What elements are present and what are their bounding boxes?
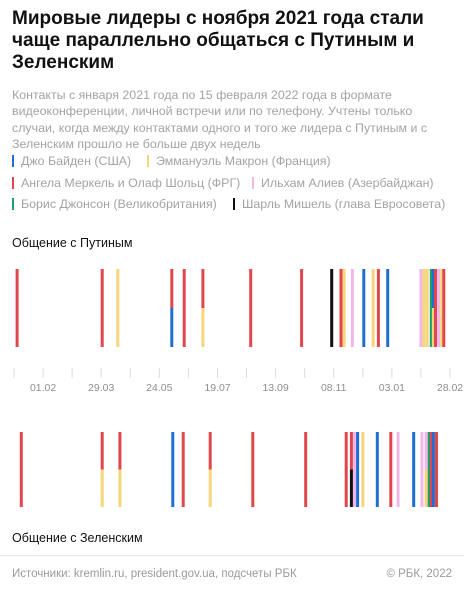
zelensky-bar-aliyev xyxy=(424,432,428,470)
x-tick-label: 19.07 xyxy=(204,382,230,394)
putin-bar-macron xyxy=(116,269,120,347)
putin-bar-germany xyxy=(300,269,304,347)
x-tick-label: 01.02 xyxy=(30,382,56,394)
x-tick-label: 03.01 xyxy=(379,382,405,394)
zelensky-bar-aliyev xyxy=(396,432,400,507)
putin-bar-macron xyxy=(422,269,426,347)
putin-bar-germany xyxy=(339,269,343,347)
putin-bar-germany xyxy=(376,269,380,347)
putin-bar-macron xyxy=(201,308,205,347)
legend-swatch-germany xyxy=(12,177,14,189)
legend-swatch-aliyev xyxy=(252,177,254,189)
legend-item-germany: Ангела Меркель и Олаф Шольц (ФРГ) xyxy=(12,176,240,190)
x-tick-label: 29.03 xyxy=(88,382,114,394)
legend-label: Борис Джонсон (Великобритания) xyxy=(21,197,217,211)
putin-bar-germany xyxy=(100,269,104,347)
zelensky-bar-macron xyxy=(100,469,104,507)
footer-divider xyxy=(0,555,464,556)
zelensky-bar-germany xyxy=(389,432,393,507)
zelensky-bar-biden xyxy=(356,432,360,507)
zelensky-bar-germany xyxy=(118,432,122,470)
putin-bar-germany xyxy=(442,269,446,347)
zelensky-bar-germany xyxy=(100,432,104,470)
putin-bar-biden xyxy=(362,269,366,347)
putin-bar-johnson xyxy=(429,269,433,347)
footer-source: Источники: kremlin.ru, president.gov.ua,… xyxy=(12,568,297,580)
putin-bar-germany xyxy=(434,269,437,347)
zelensky-bar-germany xyxy=(19,432,23,507)
putin-bar-macron xyxy=(371,269,375,347)
zelensky-bar-macron xyxy=(424,469,428,507)
zelensky-bar-germany xyxy=(344,432,348,507)
legend-item-macron: Эммануэль Макрон (Франция) xyxy=(147,154,331,168)
legend-item-johnson: Борис Джонсон (Великобритания) xyxy=(12,197,217,211)
zelensky-bar-aliyev xyxy=(353,432,356,507)
zelensky-bar-biden xyxy=(375,432,379,507)
putin-bar-macron xyxy=(431,308,435,347)
zelensky-bar-germany xyxy=(304,432,308,507)
zelensky-bar-macron xyxy=(361,432,365,507)
legend-swatch-macron xyxy=(147,155,149,167)
x-tick-label: 24.05 xyxy=(146,382,172,394)
zelensky-bar-biden xyxy=(412,432,416,507)
chart-title: Мировые лидеры с ноября 2021 года стали … xyxy=(12,8,424,73)
legend-swatch-biden xyxy=(12,155,14,167)
putin-bar-germany xyxy=(249,269,253,347)
legend-label: Эммануэль Макрон (Франция) xyxy=(156,154,331,168)
legend-label: Ильхам Алиев (Азербайджан) xyxy=(261,176,434,190)
section-label-putin: Общение с Путиным xyxy=(12,236,133,250)
putin-bar-germany xyxy=(182,269,186,347)
zelensky-bar-aliyev xyxy=(420,432,424,507)
putin-bar-macron xyxy=(342,269,346,347)
putin-bar-macron xyxy=(425,269,429,347)
legend-item-aliyev: Ильхам Алиев (Азербайджан) xyxy=(252,176,434,190)
putin-bar-germany xyxy=(170,269,174,308)
legend-swatch-johnson xyxy=(12,198,14,210)
legend-label: Ангела Меркель и Олаф Шольц (ФРГ) xyxy=(21,176,241,190)
putin-bar-aliyev xyxy=(437,269,441,347)
putin-bar-aliyev xyxy=(419,269,423,347)
x-tick-label: 28.02 xyxy=(437,382,463,394)
chart-subtitle: Контакты с января 2021 года по 15 феврал… xyxy=(12,88,428,152)
zelensky-bar-biden xyxy=(171,432,175,507)
putin-bar-germany xyxy=(201,269,205,308)
timeline-chart: 01.02 29.03 24.05 19.07 13.09 08.11 03.01 28.02 xyxy=(13,269,463,507)
zelensky-bar-biden xyxy=(431,432,435,507)
legend-item-biden: Джо Байден (США) xyxy=(12,154,131,168)
putin-bar-macron xyxy=(440,269,444,347)
zelensky-bar-michel xyxy=(349,469,353,507)
putin-bar-biden xyxy=(386,269,390,347)
putin-bar-biden xyxy=(431,269,435,308)
x-tick-label: 08.11 xyxy=(321,382,347,394)
putin-bar-aliyev xyxy=(350,269,354,347)
zelensky-bar-macron xyxy=(118,469,122,507)
legend-item-michel: Шарль Мишель (глава Евросовета) xyxy=(233,197,445,211)
zelensky-bar-germany xyxy=(435,432,438,507)
footer-copyright: © РБК, 2022 xyxy=(386,568,452,580)
legend-swatch-michel xyxy=(233,198,235,210)
legend-label: Джо Байден (США) xyxy=(21,154,132,168)
putin-bar-biden xyxy=(170,308,174,347)
putin-bar-michel xyxy=(330,269,334,347)
zelensky-bar-germany xyxy=(208,432,212,470)
zelensky-bar-germany xyxy=(181,432,185,507)
section-label-zelensky: Общение с Зеленским xyxy=(12,531,143,545)
putin-bar-germany xyxy=(15,269,19,347)
zelensky-bar-johnson xyxy=(427,432,431,507)
x-tick-label: 13.09 xyxy=(262,382,288,394)
zelensky-bar-germany xyxy=(251,432,255,507)
zelensky-bar-germany xyxy=(349,432,353,470)
legend-label: Шарль Мишель (глава Евросовета) xyxy=(242,197,446,211)
zelensky-bar-macron xyxy=(208,469,212,507)
zelensky-bar-germany xyxy=(429,432,433,507)
